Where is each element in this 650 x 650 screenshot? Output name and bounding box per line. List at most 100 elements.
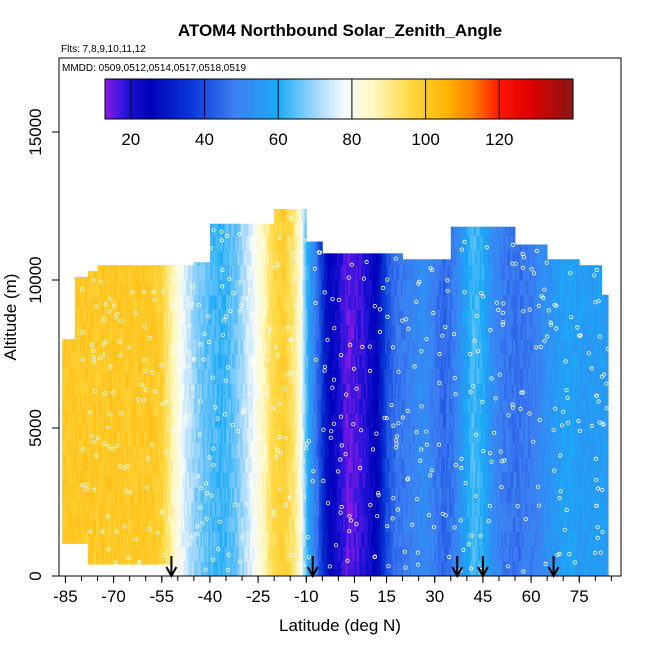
heatmap-cell (344, 531, 347, 547)
heatmap-cell (225, 265, 228, 281)
heatmap-cell (354, 516, 357, 532)
heatmap-cell (195, 265, 198, 281)
heatmap-cell (75, 365, 78, 382)
heatmap-cell (142, 327, 145, 343)
heatmap-cell (137, 312, 140, 328)
heatmap-cell (352, 472, 355, 488)
heatmap-cell (211, 339, 214, 355)
heatmap-cell (211, 561, 214, 576)
heatmap-cell (391, 442, 394, 458)
heatmap-cell (94, 282, 97, 299)
heatmap-cell (315, 354, 318, 370)
heatmap-cell (282, 368, 285, 384)
heatmap-cell (206, 294, 209, 310)
heatmap-cell (248, 531, 251, 547)
heatmap-cell (365, 487, 368, 503)
heatmap-cell (163, 475, 166, 491)
heatmap-cell (381, 561, 384, 576)
heatmap-cell (415, 354, 418, 370)
heatmap-cell (346, 502, 349, 518)
heatmap-cell (190, 354, 193, 370)
heatmap-cell (425, 516, 428, 532)
heatmap-cell (365, 398, 368, 414)
heatmap-cell (376, 502, 379, 518)
heatmap-cell (325, 324, 328, 340)
heatmap-cell (327, 531, 330, 547)
heatmap-cell (75, 395, 78, 411)
heatmap-cell (158, 282, 161, 299)
heatmap-cell (343, 546, 346, 562)
heatmap-cell (152, 342, 155, 358)
heatmap-cell (314, 309, 317, 325)
heatmap-cell (182, 472, 185, 488)
heatmap-cell (277, 413, 280, 429)
heatmap-cell (227, 428, 230, 444)
heatmap-cell (401, 561, 404, 576)
heatmap-cell (94, 416, 97, 432)
heatmap-cell (211, 457, 214, 473)
heatmap-cell (423, 428, 426, 444)
heatmap-cell (349, 457, 352, 473)
heatmap-cell (240, 223, 243, 236)
heatmap-cell (328, 413, 331, 429)
heatmap-cell (79, 380, 82, 396)
heatmap-cell (103, 534, 106, 550)
heatmap-cell (333, 502, 336, 518)
heatmap-cell (394, 546, 397, 562)
heatmap-cell (134, 490, 137, 506)
heatmap-cell (222, 487, 225, 503)
heatmap-cell (161, 401, 164, 417)
heatmap-cell (158, 342, 161, 358)
heatmap-cell (269, 487, 272, 503)
heatmap-cell (246, 516, 249, 532)
heatmap-cell (171, 342, 174, 358)
heatmap-cell (335, 253, 338, 266)
heatmap-cell (330, 339, 333, 355)
heatmap-cell (254, 339, 257, 355)
heatmap-cell (206, 280, 209, 296)
heatmap-cell (298, 324, 301, 340)
heatmap-cell (102, 504, 105, 521)
heatmap-cell (303, 250, 306, 266)
heatmap-cell (410, 324, 413, 340)
heatmap-cell (76, 380, 79, 396)
heatmap-cell (222, 457, 225, 473)
heatmap-cell (405, 428, 408, 444)
heatmap-cell (110, 297, 113, 313)
heatmap-cell (206, 561, 209, 576)
heatmap-cell (230, 472, 233, 488)
heatmap-cell (238, 265, 241, 281)
heatmap-cell (404, 561, 407, 576)
heatmap-cell (327, 457, 330, 473)
heatmap-cell (195, 413, 198, 429)
heatmap-cell (144, 430, 147, 447)
heatmap-cell (373, 561, 376, 576)
heatmap-cell (426, 428, 429, 444)
heatmap-cell (354, 309, 357, 325)
heatmap-cell (426, 457, 429, 473)
heatmap-cell (290, 502, 293, 518)
heatmap-cell (234, 428, 237, 444)
heatmap-cell (248, 309, 251, 325)
heatmap-cell (201, 398, 204, 414)
heatmap-cell (254, 428, 257, 444)
heatmap-cell (338, 502, 341, 518)
heatmap-cell (132, 504, 135, 521)
heatmap-cell (389, 516, 392, 532)
heatmap-cell (285, 472, 288, 488)
heatmap-cell (420, 531, 423, 547)
heatmap-cell (275, 428, 278, 444)
heatmap-cell (304, 368, 307, 384)
heatmap-cell (360, 413, 363, 429)
heatmap-cell (78, 469, 81, 485)
heatmap-cell (349, 383, 352, 399)
heatmap-cell (269, 442, 272, 458)
heatmap-cell (280, 354, 283, 370)
heatmap-cell (269, 223, 272, 236)
heatmap-cell (110, 356, 113, 373)
heatmap-cell (362, 368, 365, 384)
heatmap-cell (348, 442, 351, 458)
heatmap-cell (327, 354, 330, 370)
heatmap-cell (264, 354, 267, 370)
heatmap-cell (277, 309, 280, 325)
